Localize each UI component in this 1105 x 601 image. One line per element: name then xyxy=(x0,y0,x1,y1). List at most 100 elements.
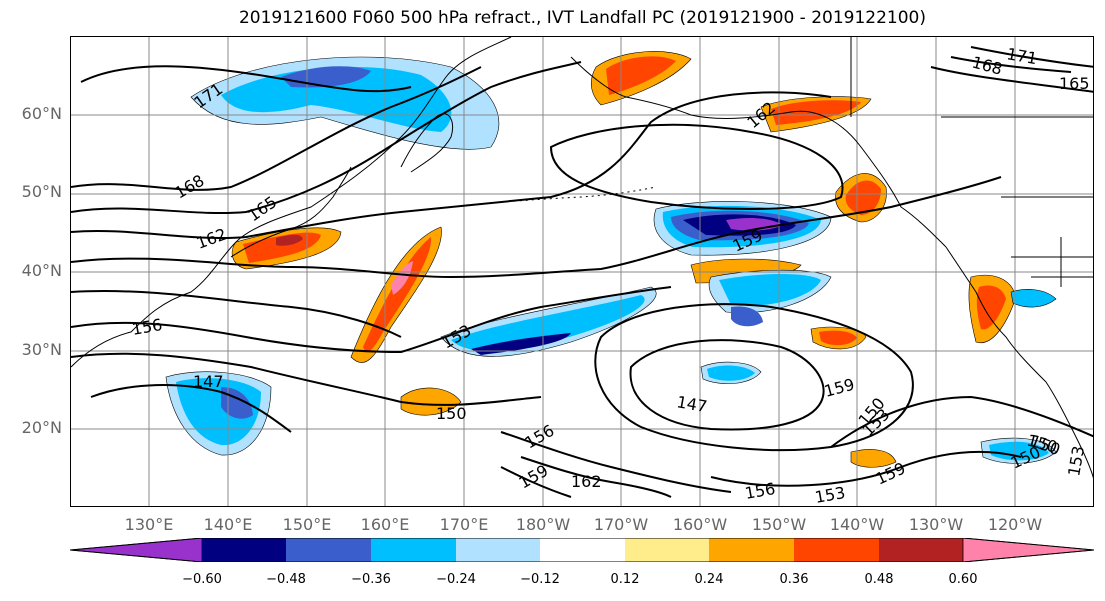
coast-aleutians xyxy=(465,186,657,206)
lon-label-140w: 140°W xyxy=(829,515,885,534)
contour-label: 165 xyxy=(244,192,280,225)
contour-153 xyxy=(71,286,672,354)
colorbar-tick-label: 0.60 xyxy=(948,572,978,587)
colorbar-swatch-0 xyxy=(70,538,203,562)
contour-168-west xyxy=(71,66,482,191)
lon-label-140e: 140°E xyxy=(203,515,253,534)
shade-red-alaska xyxy=(606,56,676,95)
shade-blue-coast xyxy=(1010,289,1057,308)
shade-orange-se xyxy=(850,449,897,468)
colorbar-swatch-2 xyxy=(286,538,371,562)
coast-namerica xyxy=(945,246,1093,479)
contour-low-inner xyxy=(629,339,825,431)
lat-label-50n: 50°N xyxy=(21,182,62,201)
shade-orange-south xyxy=(400,387,462,416)
lon-label-160w: 160°W xyxy=(672,515,728,534)
contour-156 xyxy=(71,289,402,338)
lon-label-130w: 130°W xyxy=(908,515,964,534)
contour-east-168 xyxy=(950,56,1072,73)
map-panel: 171 168 165 162 159 156 153 150 147 168 … xyxy=(70,36,1094,507)
colorbar-swatch-5 xyxy=(540,538,625,562)
contour-150-east xyxy=(830,395,1093,448)
contour-150 xyxy=(71,352,542,406)
shade-red-coast xyxy=(976,285,1006,330)
contour-162-west xyxy=(71,91,832,240)
colorbar-tick-label: −0.12 xyxy=(520,572,560,587)
colorbar-swatch-1 xyxy=(202,538,286,562)
shade-red-east xyxy=(819,330,857,346)
contour-162-south xyxy=(520,456,672,498)
shade-medblue-mid xyxy=(731,306,763,327)
contour-label: 171 xyxy=(1005,44,1038,68)
contour-label: 156 xyxy=(522,421,558,453)
colorbar-swatch-3 xyxy=(371,538,456,562)
contour-label: 147 xyxy=(193,372,224,391)
contour-label: 156 xyxy=(743,479,776,503)
colorbar-tick-label: −0.24 xyxy=(436,572,476,587)
contour-156-south xyxy=(500,431,732,493)
colorbar-tick-label: 0.24 xyxy=(694,572,724,587)
colorbar xyxy=(70,538,1094,562)
colorbar-tick-label: −0.36 xyxy=(351,572,391,587)
colorbar-tick-label: 0.48 xyxy=(864,572,894,587)
contour-label: 162 xyxy=(571,472,602,491)
contour-east-171 xyxy=(970,46,1093,68)
contour-label: 165 xyxy=(1059,74,1090,93)
contour-165-west xyxy=(71,61,582,215)
colorbar-tick-label: −0.60 xyxy=(182,572,222,587)
shade-red-ridge xyxy=(363,237,432,352)
shade-pink-ridge xyxy=(391,261,413,295)
contour-label: 147 xyxy=(675,392,708,416)
lon-label-170w: 170°W xyxy=(593,515,649,534)
lat-label-60n: 60°N xyxy=(21,104,62,123)
colorbar-swatch-10 xyxy=(962,538,1094,562)
contour-label: 162 xyxy=(194,224,229,252)
contour-low-outer xyxy=(594,303,914,452)
lat-label-20n: 20°N xyxy=(21,418,62,437)
colorbar-swatch-4 xyxy=(456,538,540,562)
coast-japan xyxy=(230,166,352,258)
shade-blue-south xyxy=(707,365,755,381)
contour-east-165 xyxy=(930,66,1093,93)
contour-147 xyxy=(90,384,292,433)
border-states xyxy=(1011,237,1093,287)
contour-label: 168 xyxy=(172,171,208,203)
contour-label: 150 xyxy=(436,404,467,423)
colorbar-tick-label: 0.36 xyxy=(779,572,809,587)
colorbar-swatch-7 xyxy=(709,538,794,562)
lon-label-130e: 130°E xyxy=(124,515,174,534)
shade-darkred-japan xyxy=(276,234,303,246)
contour-label: 156 xyxy=(130,315,163,339)
graticule xyxy=(71,37,1093,506)
contour-159-south xyxy=(500,466,572,498)
map-title: 2019121600 F060 500 hPa refract., IVT La… xyxy=(238,8,926,28)
coast-kamchatka xyxy=(400,113,454,173)
contour-gulf-ring xyxy=(549,123,844,210)
lon-label-180w: 180°W xyxy=(515,515,571,534)
contour-171-west xyxy=(80,65,412,93)
shade-red-gulf xyxy=(771,100,861,125)
colorbar-swatch-6 xyxy=(625,538,709,562)
shade-blue-mid xyxy=(719,273,821,306)
shade-blue-se xyxy=(989,441,1049,461)
lon-label-120w: 120°W xyxy=(987,515,1043,534)
contour-label: 153 xyxy=(1064,444,1088,477)
height-contours xyxy=(71,46,1093,498)
contour-159 xyxy=(71,176,1002,279)
colorbar-swatch-9 xyxy=(879,538,963,562)
lon-label-150e: 150°E xyxy=(282,515,332,534)
colorbar-tick-label: 0.12 xyxy=(610,572,640,587)
shade-blue-band xyxy=(451,295,645,351)
lat-label-30n: 30°N xyxy=(21,340,62,359)
colorbar-swatch-8 xyxy=(794,538,879,562)
shade-navy-band xyxy=(471,333,571,355)
lon-label-170e: 170°E xyxy=(439,515,489,534)
map-svg: 171 168 165 162 159 156 153 150 147 168 … xyxy=(71,37,1093,507)
border-canada xyxy=(850,37,1093,198)
contour-label: 153 xyxy=(813,483,846,507)
lon-label-160e: 160°E xyxy=(360,515,410,534)
colorbar-tick-label: −0.48 xyxy=(266,572,306,587)
lat-label-40n: 40°N xyxy=(21,261,62,280)
contour-label: 159 xyxy=(822,375,856,401)
shade-blue-north xyxy=(221,66,452,132)
